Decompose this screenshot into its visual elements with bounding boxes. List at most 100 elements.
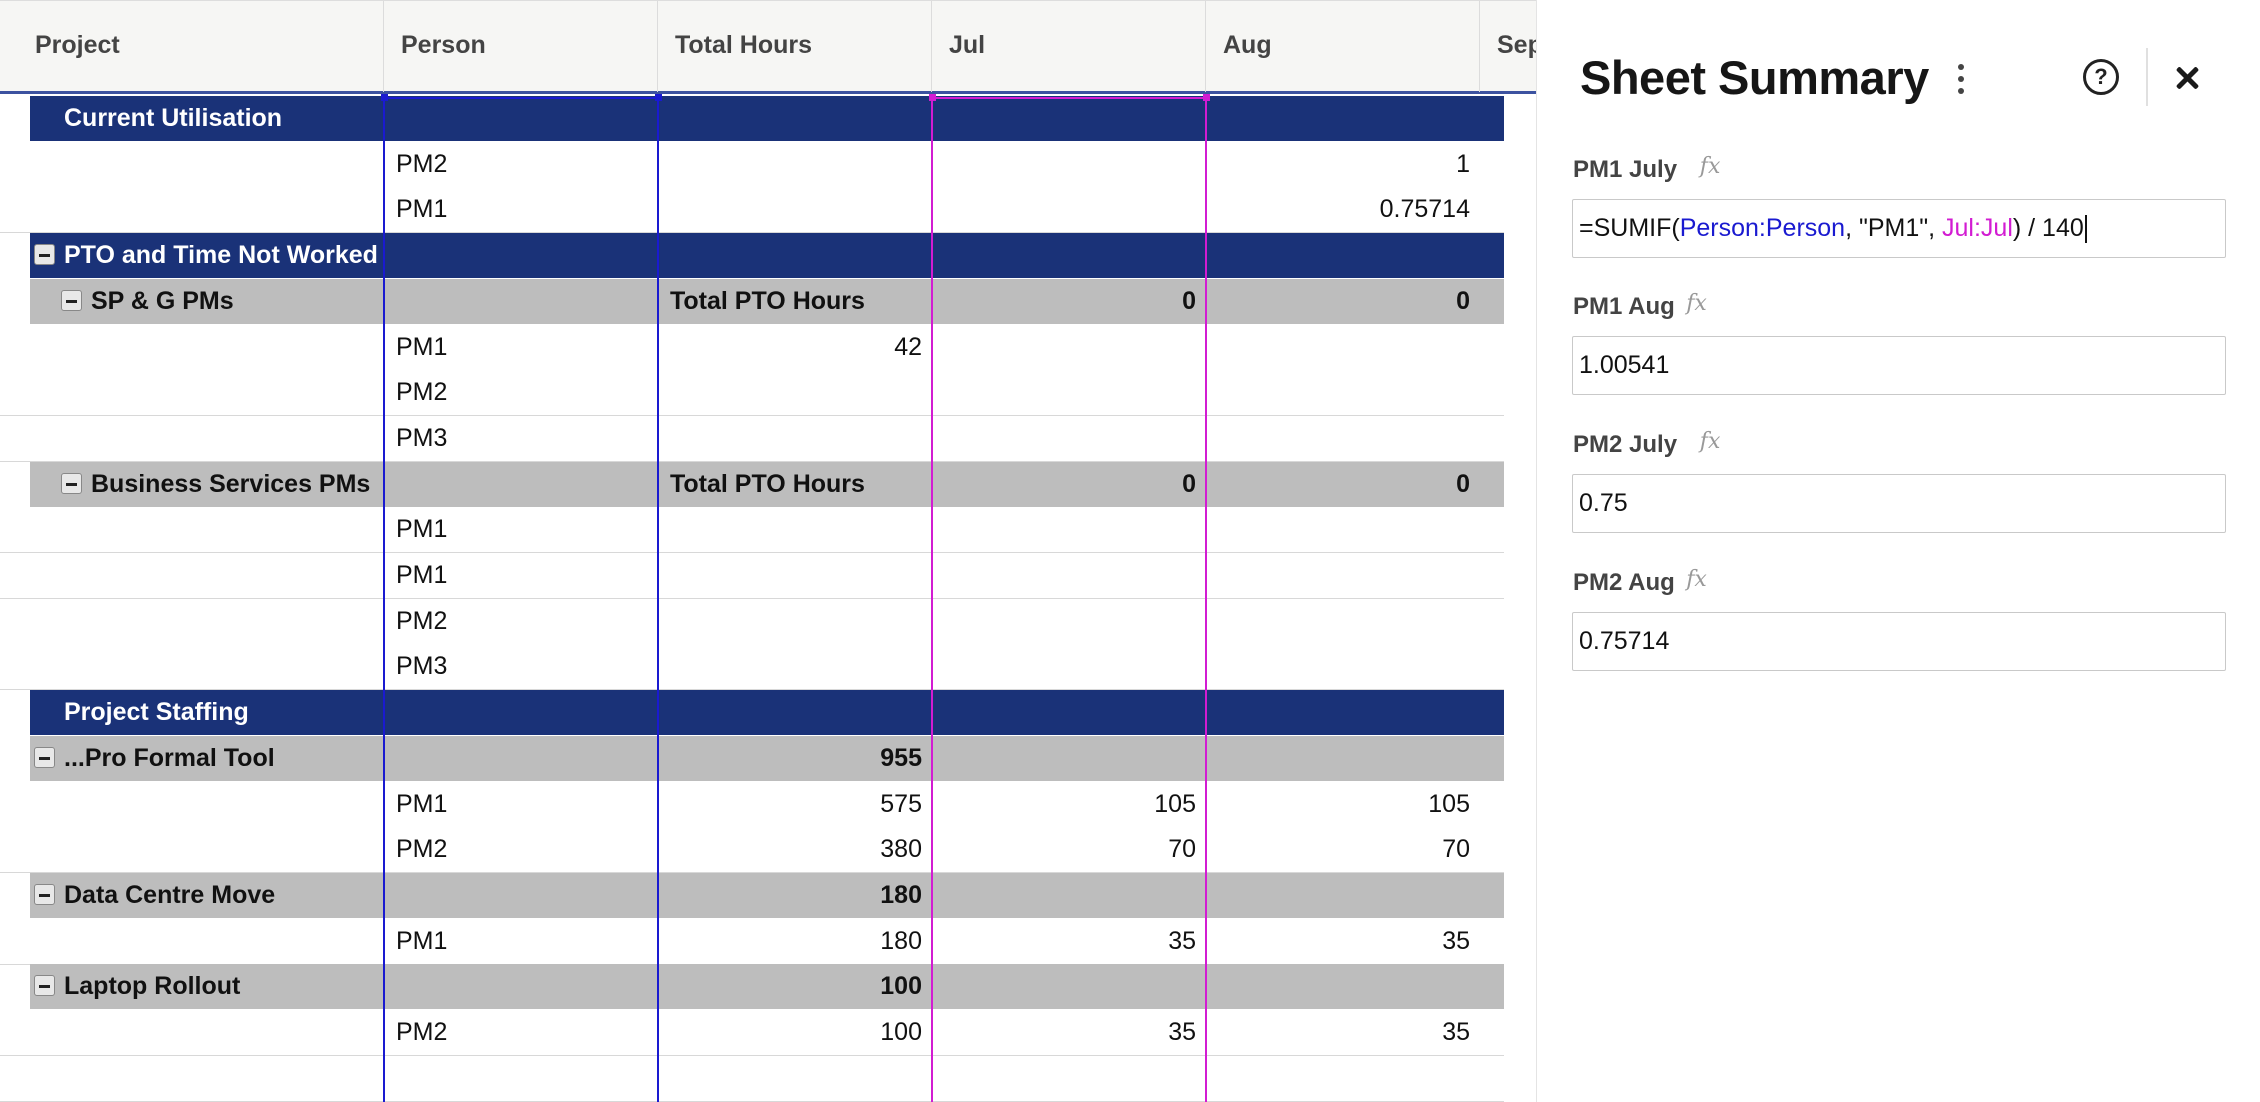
total-hours-cell[interactable] [670,96,922,141]
person-cell[interactable] [396,964,646,1009]
column-header-total-hours[interactable]: Total Hours [658,1,932,92]
project-cell[interactable] [34,187,374,232]
project-cell[interactable]: PTO and Time Not Worked [64,241,378,270]
person-range-handle[interactable] [381,94,388,101]
aug-cell[interactable] [1218,1056,1470,1101]
collapse-toggle-icon[interactable] [34,746,55,768]
jul-cell[interactable] [944,142,1196,187]
aug-cell[interactable] [1218,553,1470,598]
project-cell[interactable]: Current Utilisation [64,104,283,132]
column-header-aug[interactable]: Aug [1206,1,1480,92]
person-cell[interactable] [396,1056,646,1101]
total-hours-cell[interactable]: Total PTO Hours [670,286,865,315]
person-cell[interactable]: PM1 [396,332,448,361]
project-cell[interactable] [34,370,374,415]
total-hours-cell[interactable]: 955 [880,743,922,772]
person-cell[interactable]: PM1 [396,515,448,544]
aug-cell[interactable] [1218,507,1470,552]
total-hours-cell[interactable] [670,187,922,232]
project-cell[interactable] [34,1010,374,1055]
jul-cell[interactable]: 105 [1154,789,1196,818]
project-cell[interactable] [34,599,374,644]
aug-cell[interactable] [1218,644,1470,689]
formula-icon[interactable]: fx [1686,567,1707,592]
aug-cell[interactable] [1218,370,1470,415]
collapse-toggle-icon[interactable] [34,244,55,266]
total-hours-cell[interactable]: 180 [880,926,922,955]
project-cell[interactable] [34,919,374,964]
jul-cell[interactable]: 70 [1168,835,1196,864]
aug-cell[interactable] [1218,736,1470,781]
close-icon[interactable] [2167,58,2207,98]
total-hours-cell[interactable] [670,142,922,187]
project-cell[interactable] [34,553,374,598]
total-hours-cell[interactable]: 380 [880,835,922,864]
jul-cell[interactable]: 0 [1182,469,1196,498]
jul-cell[interactable] [944,416,1196,461]
jul-cell[interactable] [944,599,1196,644]
field-value-input[interactable]: 0.75 [1572,474,2226,533]
person-cell[interactable] [396,233,646,278]
more-options-icon[interactable] [1955,63,1967,95]
aug-cell[interactable]: 70 [1442,835,1470,864]
aug-cell[interactable] [1218,96,1470,141]
jul-cell[interactable]: 35 [1168,926,1196,955]
aug-cell[interactable] [1218,416,1470,461]
person-cell[interactable] [396,690,646,735]
jul-cell[interactable] [944,553,1196,598]
total-hours-cell[interactable]: 575 [880,789,922,818]
jul-cell[interactable] [944,507,1196,552]
person-cell[interactable]: PM1 [396,926,448,955]
aug-cell[interactable] [1218,599,1470,644]
collapse-toggle-icon[interactable] [34,975,55,997]
person-cell[interactable] [396,279,646,324]
collapse-toggle-icon[interactable] [61,289,82,311]
total-hours-cell[interactable] [670,599,922,644]
formula-icon[interactable]: fx [1686,291,1707,316]
project-cell[interactable] [34,827,374,872]
project-cell[interactable]: Data Centre Move [64,880,276,909]
total-hours-cell[interactable] [670,233,922,278]
total-hours-cell[interactable]: 180 [880,880,922,909]
total-hours-cell[interactable] [670,507,922,552]
field-value-input[interactable]: 1.00541 [1572,336,2226,395]
person-cell[interactable]: PM2 [396,378,448,407]
jul-cell[interactable] [944,96,1196,141]
jul-cell[interactable] [944,187,1196,232]
jul-cell[interactable] [944,325,1196,370]
aug-cell[interactable]: 35 [1442,926,1470,955]
total-hours-cell[interactable] [670,690,922,735]
project-cell[interactable] [34,416,374,461]
total-hours-cell[interactable] [670,553,922,598]
jul-cell[interactable] [944,370,1196,415]
person-cell[interactable]: PM1 [396,195,448,224]
aug-cell[interactable]: 0 [1456,469,1470,498]
aug-cell[interactable] [1218,233,1470,278]
person-cell[interactable] [396,873,646,918]
jul-cell[interactable] [944,1056,1196,1101]
collapse-toggle-icon[interactable] [34,883,55,905]
column-header-person[interactable]: Person [384,1,658,92]
column-header-sep[interactable]: Sep [1497,31,1536,59]
project-cell[interactable]: Project Staffing [64,698,249,727]
total-hours-cell[interactable]: 100 [880,1018,922,1046]
person-cell[interactable]: PM1 [396,789,448,818]
person-cell[interactable]: PM3 [396,423,448,452]
formula-input[interactable]: =SUMIF(Person:Person, "PM1", Jul:Jul) / … [1572,199,2226,258]
jul-range-handle[interactable] [1203,94,1210,101]
column-header-project[interactable]: Project [18,1,384,92]
total-hours-cell[interactable] [670,1056,922,1101]
jul-cell[interactable] [944,690,1196,735]
aug-cell[interactable] [1218,873,1470,918]
project-cell[interactable] [34,142,374,187]
aug-cell[interactable]: 0.75714 [1379,195,1470,224]
aug-cell[interactable]: 105 [1428,789,1470,818]
project-cell[interactable]: SP & G PMs [91,286,234,315]
project-cell[interactable] [34,325,374,370]
field-value-input[interactable]: 0.75714 [1572,612,2226,671]
project-cell[interactable]: Business Services PMs [91,469,371,498]
aug-cell[interactable] [1218,964,1470,1009]
total-hours-cell[interactable]: 42 [894,332,922,361]
person-cell[interactable]: PM2 [396,1018,448,1046]
project-cell[interactable]: ...Pro Formal Tool [64,743,275,772]
